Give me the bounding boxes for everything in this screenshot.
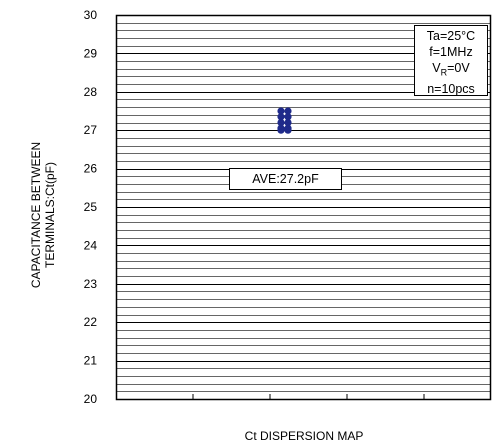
y-tick-label: 27 [84,123,98,137]
data-point [277,126,285,134]
condition-temperature: Ta=25°C [426,29,476,43]
data-point [284,113,292,121]
data-point [284,126,292,134]
y-axis-label-line1: CAPACITANCE BETWEEN [29,142,43,288]
condition-voltage: VR=0V [415,60,487,81]
y-axis-label-line2: TERMINALS:Ct(pF) [43,162,57,268]
condition-voltage-prefix: V [432,61,441,75]
data-point [277,107,285,115]
condition-frequency: f=1MHz [429,45,473,59]
data-point [284,107,292,115]
y-tick-label: 26 [84,162,98,176]
y-tick-label: 25 [84,200,98,214]
y-tick-label: 29 [84,46,98,60]
y-tick-label: 23 [84,277,98,291]
y-tick-label: 24 [84,238,98,252]
plot-border [115,14,492,401]
average-label-box: AVE:27.2pF [229,168,342,190]
condition-voltage-suffix: =0V [447,61,470,75]
condition-sample-count: n=10pcs [427,81,475,96]
data-point [277,113,285,121]
y-tick-label: 28 [84,85,98,99]
y-tick-label: 21 [84,354,98,368]
data-point [284,118,292,127]
y-tick-label: 30 [84,8,98,22]
average-label: AVE:27.2pF [252,172,319,186]
y-tick-label: 22 [84,315,98,329]
y-tick-label: 20 [84,392,98,406]
data-points [277,107,292,134]
y-tick-labels: 20 21 22 23 24 25 26 27 28 29 30 [84,8,98,406]
data-point [277,118,285,127]
plot-frame [115,14,492,401]
x-axis-label: Ct DISPERSION MAP [245,429,364,443]
condition-voltage-subscript: R [440,67,448,78]
test-conditions-box: Ta=25°C f=1MHz VR=0V n=10pcs [414,25,488,96]
